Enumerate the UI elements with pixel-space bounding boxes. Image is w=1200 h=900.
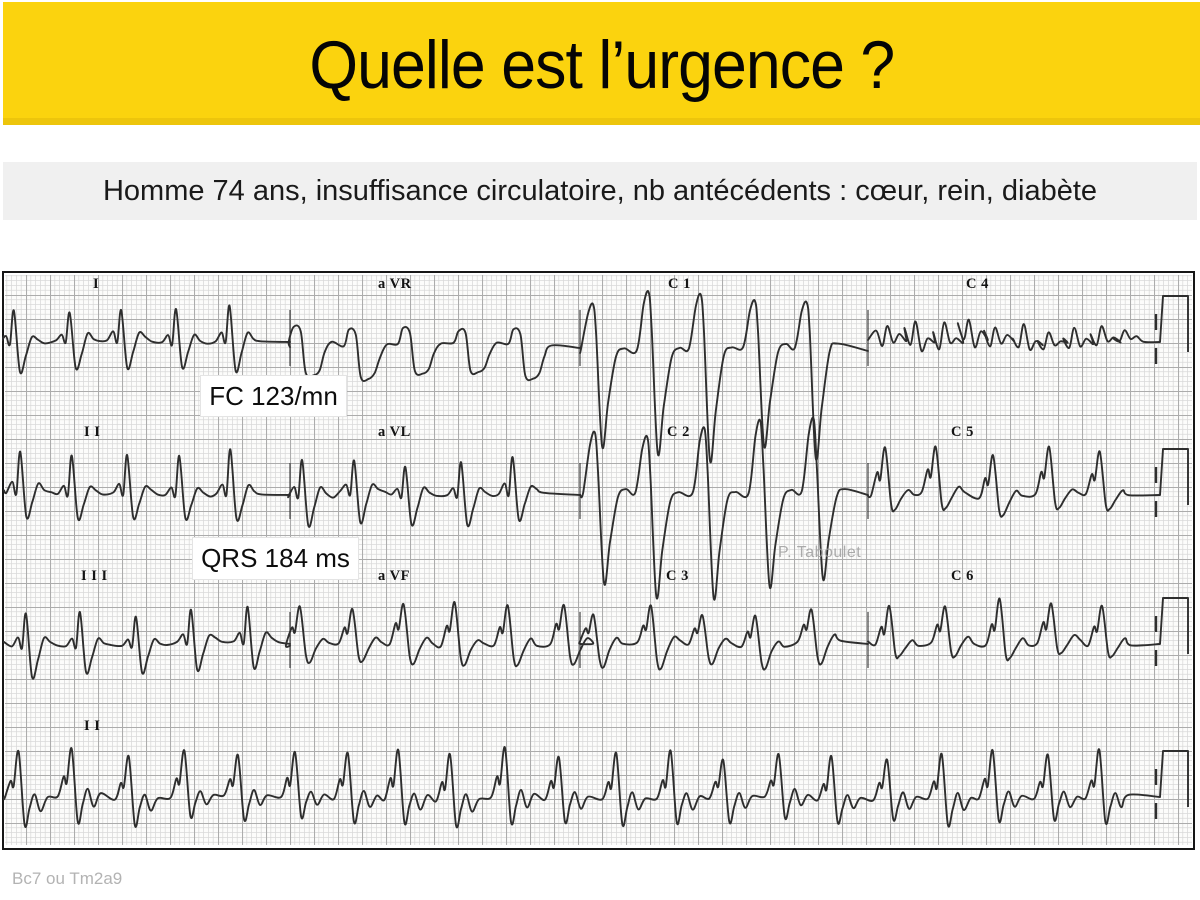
lead-label-C6: C 6 [951, 568, 974, 584]
lead-label-aVR: a VR [378, 276, 412, 292]
ecg-trace-C6 [867, 597, 1161, 662]
lead-label-II: I I [84, 718, 100, 734]
ecg-trace-aVF [284, 601, 595, 668]
ecg-trace-II [3, 448, 291, 522]
ecg-trace-I [2, 304, 291, 375]
lead-label-III: I I I [81, 568, 108, 584]
ecg-trace-C2 [579, 416, 869, 601]
ecg-trace-II [2, 746, 1161, 829]
lead-label-C2: C 2 [667, 424, 690, 440]
ecg-trace-aVL [287, 456, 581, 528]
lead-label-I: I [93, 276, 99, 292]
title-banner: Quelle est l’urgence ? [3, 2, 1200, 125]
ecg-trace-C4 [867, 318, 1161, 353]
ecg-trace-aVR [287, 324, 581, 382]
lead-label-II: I I [84, 424, 100, 440]
watermark: P. Taboulet [778, 544, 862, 561]
lead-label-C4: C 4 [966, 276, 989, 292]
ecg-trace-III [3, 606, 291, 680]
lead-label-C5: C 5 [951, 424, 974, 440]
lead-label-aVF: a VF [378, 568, 410, 584]
patient-info-bar: Homme 74 ans, insuffisance circulatoire,… [3, 162, 1197, 220]
lead-label-aVL: a VL [378, 424, 411, 440]
ecg-trace-C5 [867, 445, 1161, 518]
qrs-duration-annotation: QRS 184 ms [192, 537, 359, 580]
slide-code: Bc7 ou Tm2a9 [12, 869, 123, 888]
ecg-trace-C3 [578, 604, 869, 671]
lead-label-C3: C 3 [666, 568, 689, 584]
ecg-trace-C1 [579, 290, 869, 464]
patient-info-text: Homme 74 ans, insuffisance circulatoire,… [102, 174, 1098, 207]
slide-title: Quelle est l’urgence ? [309, 27, 895, 103]
lead-label-C1: C 1 [668, 276, 691, 292]
heart-rate-annotation: FC 123/mn [200, 375, 347, 417]
